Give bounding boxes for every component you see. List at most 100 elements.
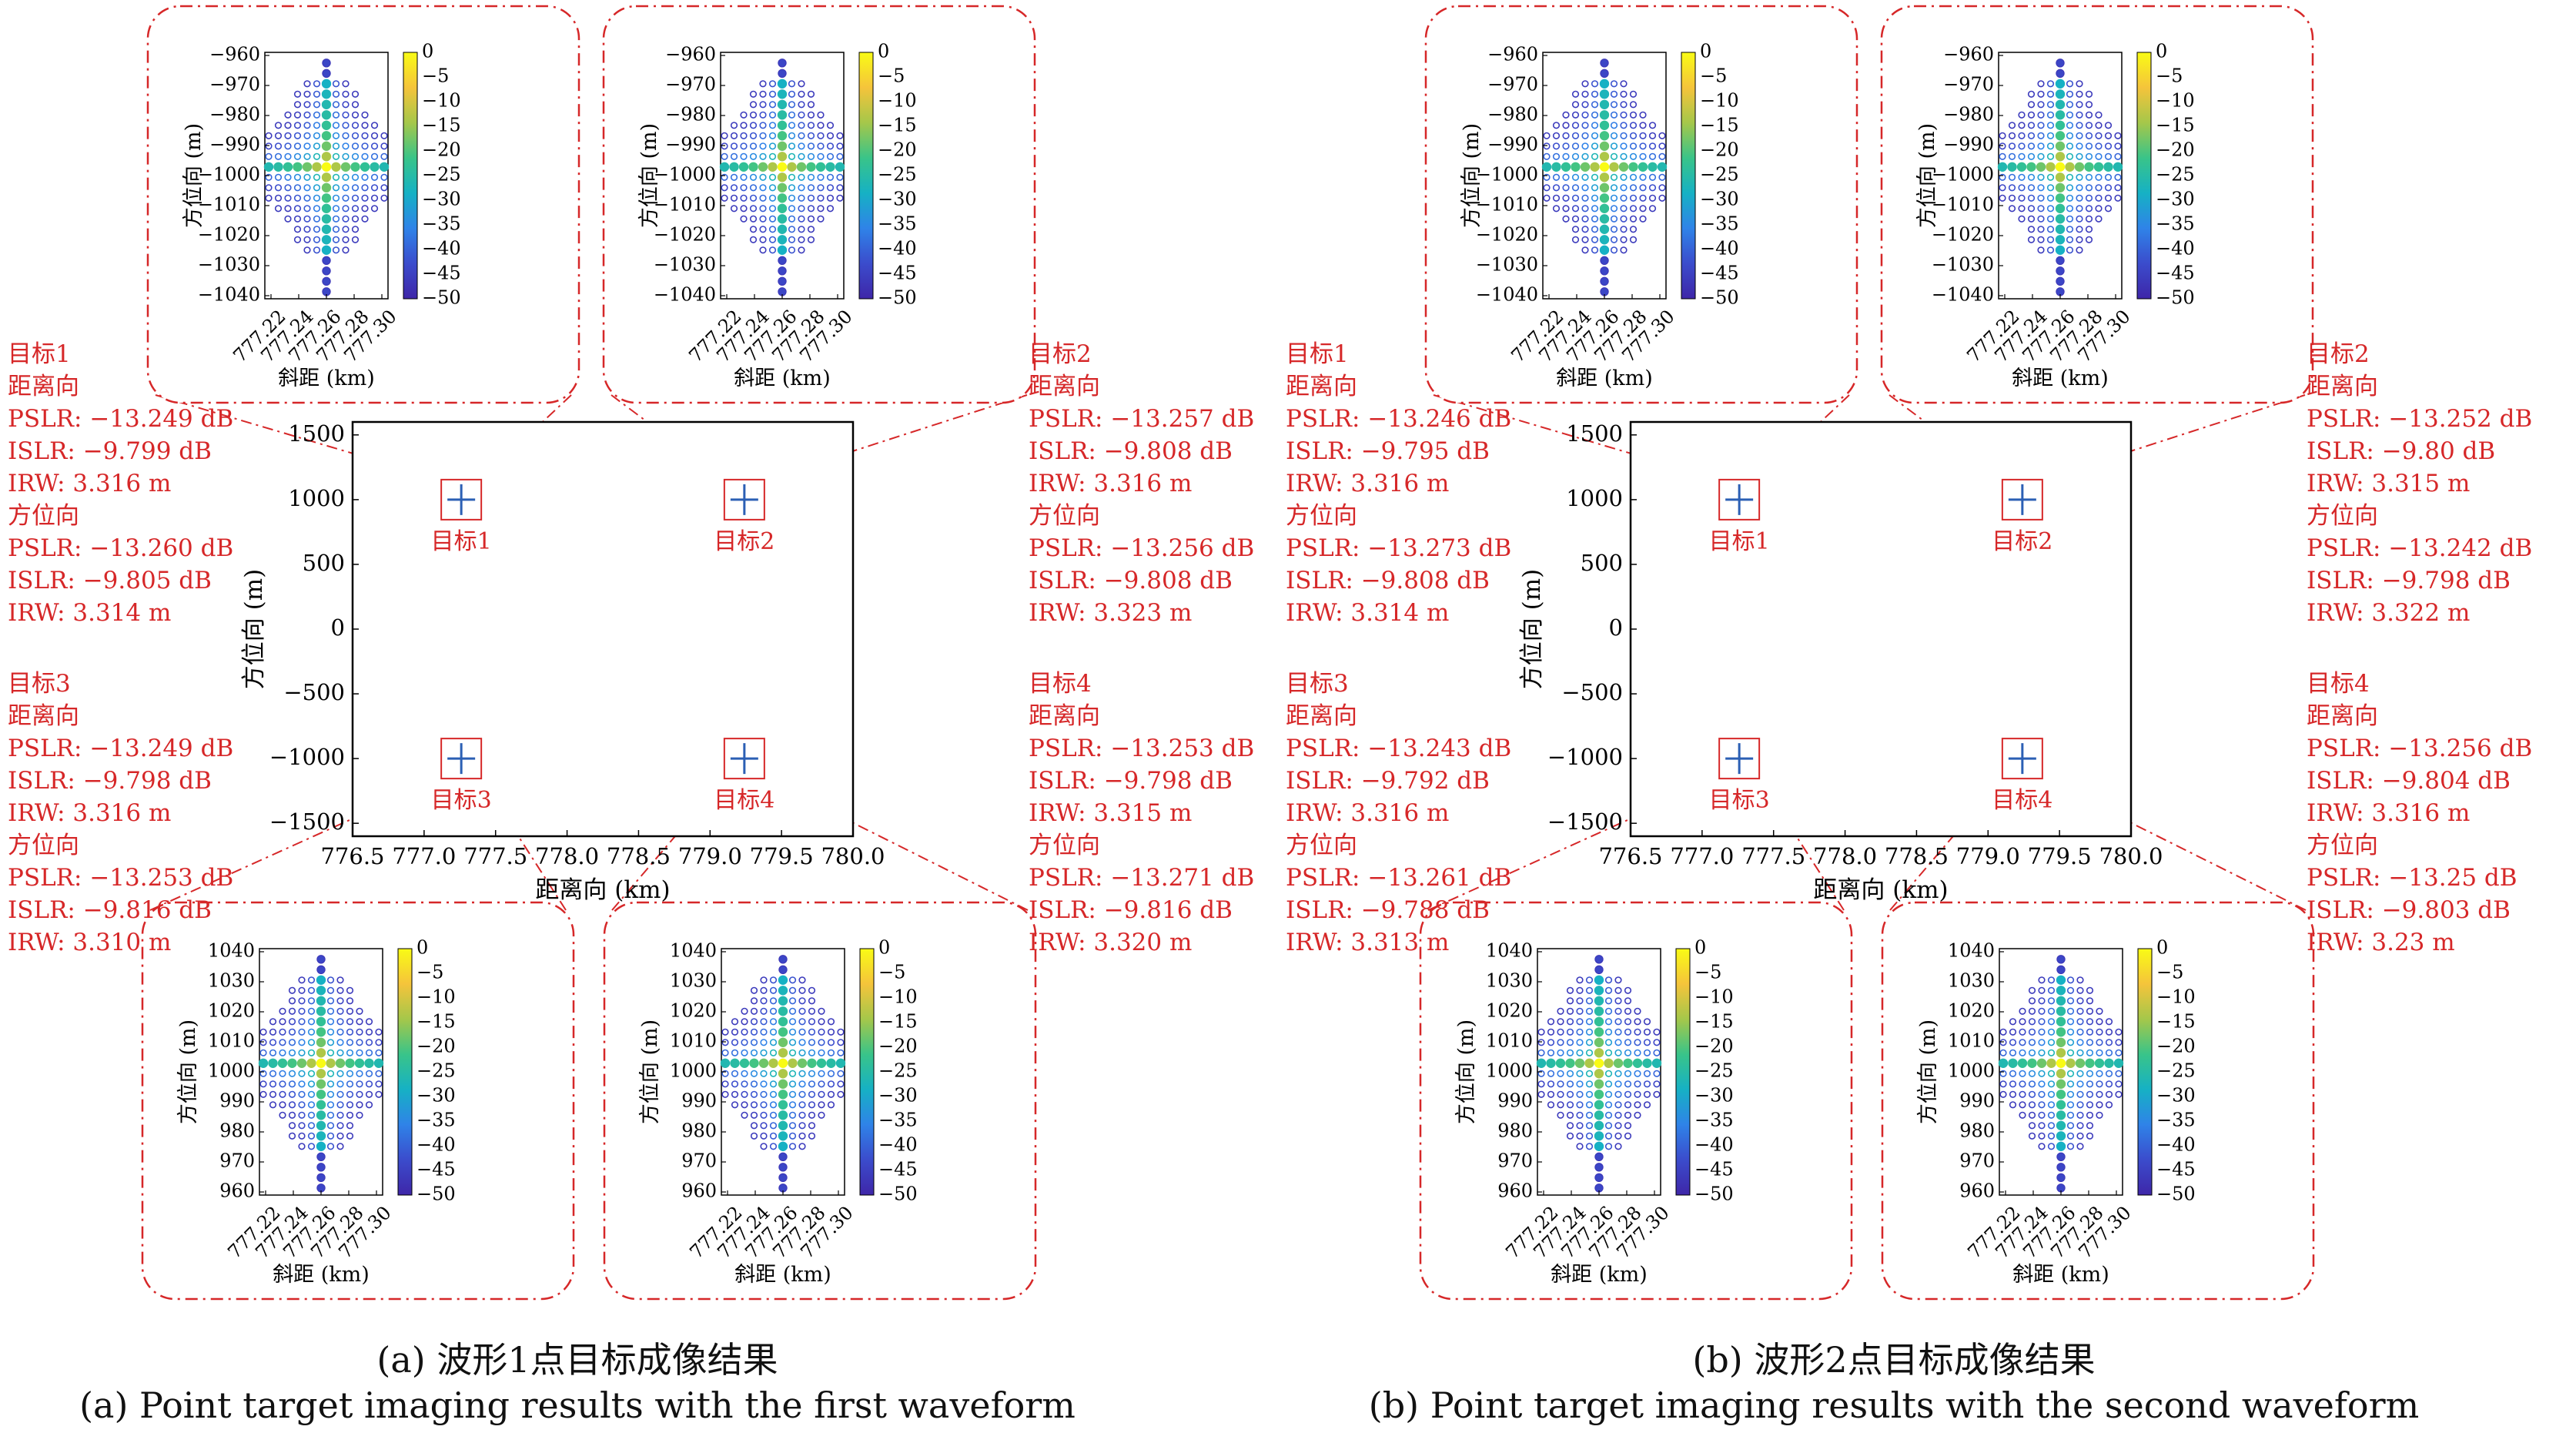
psf-lobe xyxy=(288,1028,296,1036)
psf-lobe xyxy=(1604,986,1613,994)
psf-lobe xyxy=(332,101,340,109)
psf-lobe xyxy=(370,152,379,160)
inset-ytick-label: −990 xyxy=(209,134,260,156)
psf-lobe xyxy=(346,1111,354,1119)
psf-lobe xyxy=(332,246,340,254)
psf-lobe xyxy=(750,1101,758,1109)
psf-lobe xyxy=(313,205,321,213)
psf-lobe xyxy=(326,1132,335,1140)
psf-lobe xyxy=(2009,1101,2017,1109)
psf-lobe xyxy=(759,205,767,213)
psf-lobe xyxy=(2037,80,2045,88)
main-axes-frame xyxy=(1629,420,2133,838)
psf-lobe xyxy=(288,1132,296,1140)
psf-lobe xyxy=(1571,184,1580,192)
psf-lobe xyxy=(836,142,844,150)
psf-lobe xyxy=(835,162,845,172)
inset-ytick-label: 1030 xyxy=(208,970,255,992)
psf-lobe xyxy=(769,976,778,984)
psf-lobe xyxy=(2066,205,2074,213)
psf-lobe xyxy=(788,1101,797,1109)
psf-lobe xyxy=(777,214,788,224)
psf-lobe xyxy=(1599,162,1610,172)
psf-lobe xyxy=(1585,1143,1594,1150)
psf-lobe xyxy=(1591,80,1599,88)
psf-lobe xyxy=(380,194,388,202)
psf-lobe xyxy=(321,152,332,162)
psf-lobe xyxy=(1546,1058,1556,1069)
psf-lobe xyxy=(826,205,835,213)
psf-lobe xyxy=(1620,80,1628,88)
psf-lobe xyxy=(2096,1111,2103,1119)
psf-lobe xyxy=(768,173,777,181)
psf-lobe xyxy=(288,1101,296,1109)
psf-lobe xyxy=(336,1090,344,1098)
psf-lobe xyxy=(2055,193,2066,203)
colorbar-label: −40 xyxy=(878,1134,918,1156)
inset-ytick-label: −1010 xyxy=(1932,194,1994,216)
metric-annotation: 距离向 xyxy=(2307,373,2378,400)
psf-lobe xyxy=(2038,1101,2046,1109)
psf-lobe xyxy=(1643,1080,1651,1088)
psf-lobe xyxy=(2037,90,2045,98)
psf-lobe xyxy=(303,184,311,192)
colorbar-label: 0 xyxy=(417,937,428,959)
psf-lobe xyxy=(769,1132,778,1140)
psf-lobe xyxy=(2066,80,2074,88)
psf-lobe xyxy=(2086,986,2094,994)
psf-lobe xyxy=(307,1070,316,1077)
psf-lobe xyxy=(1600,266,1609,276)
psf-lobe xyxy=(268,1058,278,1069)
psf-lobe xyxy=(375,1070,383,1077)
psf-lobe xyxy=(326,1039,335,1046)
psf-lobe xyxy=(365,1090,373,1098)
psf-lobe xyxy=(778,1079,788,1090)
psf-lobe xyxy=(2037,101,2045,109)
psf-lobe xyxy=(788,142,796,150)
main-ytick-label: 500 xyxy=(303,550,345,576)
psf-lobe xyxy=(1639,132,1647,139)
psf-lobe xyxy=(1599,152,1610,162)
psf-lobe xyxy=(298,1080,306,1088)
psf-lobe xyxy=(1576,1101,1584,1109)
colorbar-label: −45 xyxy=(1694,1159,1734,1180)
psf-lobe xyxy=(798,1070,806,1077)
psf-lobe xyxy=(2047,1132,2056,1140)
psf-lobe xyxy=(1562,173,1570,181)
psf-lobe xyxy=(2018,152,2026,160)
psf-lobe xyxy=(2018,142,2026,150)
psf-lobe xyxy=(788,1018,797,1026)
psf-lobe xyxy=(2036,1058,2047,1069)
psf-lobe xyxy=(730,152,738,160)
psf-lobe xyxy=(741,1090,748,1098)
psf-lobe xyxy=(326,1070,335,1077)
psf-lobe xyxy=(2105,1080,2113,1088)
psf-lobe xyxy=(1634,1039,1641,1046)
psf-lobe xyxy=(777,245,788,255)
psf-lobe xyxy=(345,1058,355,1069)
psf-lobe xyxy=(808,1101,816,1109)
inset-ylabel: 方位向 (m) xyxy=(638,1019,662,1124)
psf-lobe xyxy=(1599,245,1610,255)
colorbar-label: −30 xyxy=(1694,1085,1734,1107)
psf-lobe xyxy=(336,1080,344,1088)
psf-lobe xyxy=(293,152,302,160)
psf-lobe xyxy=(740,184,748,192)
psf-lobe xyxy=(1581,122,1589,129)
psf-lobe xyxy=(307,1049,316,1056)
psf-lobe xyxy=(2047,997,2056,1005)
psf-lobe xyxy=(2047,1018,2056,1026)
psf-lobe xyxy=(351,152,360,160)
psf-lobe xyxy=(731,1049,739,1056)
psf-lobe xyxy=(2037,173,2045,181)
psf-lobe xyxy=(1599,141,1610,151)
metric-annotation: 方位向 xyxy=(2307,832,2378,859)
connector-line xyxy=(149,778,442,911)
psf-lobe xyxy=(346,1007,354,1015)
psf-lobe xyxy=(2104,184,2113,192)
psf-lobe xyxy=(749,132,758,139)
psf-lobe xyxy=(342,194,350,202)
psf-lobe xyxy=(2114,152,2122,160)
caption-b-en: (b) Point target imaging results with th… xyxy=(1368,1384,2420,1426)
psf-lobe xyxy=(316,1152,326,1162)
